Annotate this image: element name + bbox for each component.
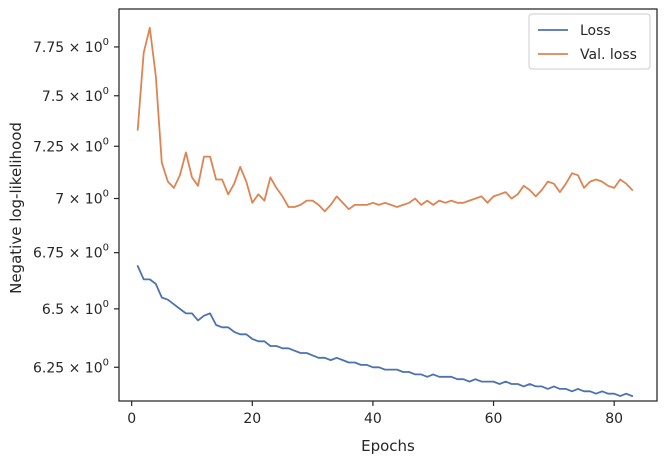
- x-tick-label: 80: [605, 411, 623, 427]
- chart-marks: [136, 26, 634, 398]
- y-tick-label: 6.5 × 100: [42, 299, 109, 318]
- legend: Loss Val. loss: [528, 13, 651, 70]
- y-axis-label: Negative log-likelihood: [7, 122, 25, 294]
- y-tick-label: 7.25 × 100: [33, 136, 109, 155]
- series-line-val-loss: [136, 26, 634, 213]
- x-tick-label: 20: [243, 411, 261, 427]
- legend-label-loss: Loss: [580, 23, 611, 39]
- y-tick-label: 7 × 100: [55, 189, 109, 208]
- y-tick-label: 7.5 × 100: [42, 86, 109, 105]
- x-tick-label: 60: [485, 411, 503, 427]
- x-tick-label: 0: [127, 411, 136, 427]
- plot-frame: [118, 8, 658, 402]
- y-tick-label: 7.75 × 100: [33, 37, 109, 56]
- y-tick-label: 6.25 × 100: [33, 357, 109, 376]
- y-tick-label: 6.75 × 100: [33, 243, 109, 262]
- series-line-loss: [136, 265, 634, 398]
- axis-ticks: 0 20 40 60 80 6.25 × 100 6.5 × 100 6.75 × 100 7 …: [33, 37, 623, 427]
- x-axis-label: Epochs: [361, 437, 415, 455]
- legend-label-val-loss: Val. loss: [580, 47, 637, 63]
- x-tick-label: 40: [364, 411, 382, 427]
- legend-box: [528, 13, 651, 70]
